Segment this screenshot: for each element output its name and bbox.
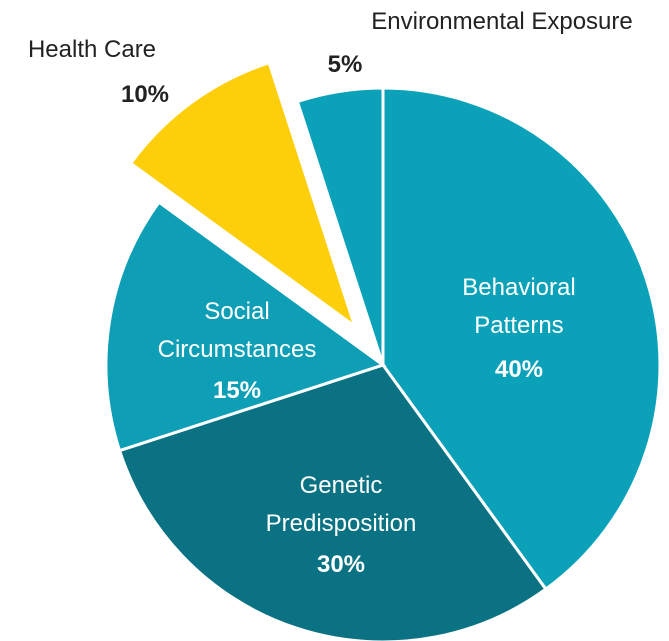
value-label: 15% [212,377,262,404]
pie-slice [295,86,385,366]
value-label: 30% [316,551,366,578]
slice-label: Health Care [27,36,157,63]
slice-label: Behavioral Patterns [462,274,576,339]
value-label: 5% [327,51,363,78]
slice-label: Social Circumstances [157,298,317,363]
pie-slice [104,200,387,453]
value-label: 10% [120,81,170,108]
value-label: 40% [494,356,544,383]
pie-slice [117,363,548,641]
slice-label: Environmental Exposure [371,8,633,35]
slice-label: Genetic Predisposition [265,472,417,537]
pie-slice [128,60,358,331]
pie-slice [381,86,662,592]
